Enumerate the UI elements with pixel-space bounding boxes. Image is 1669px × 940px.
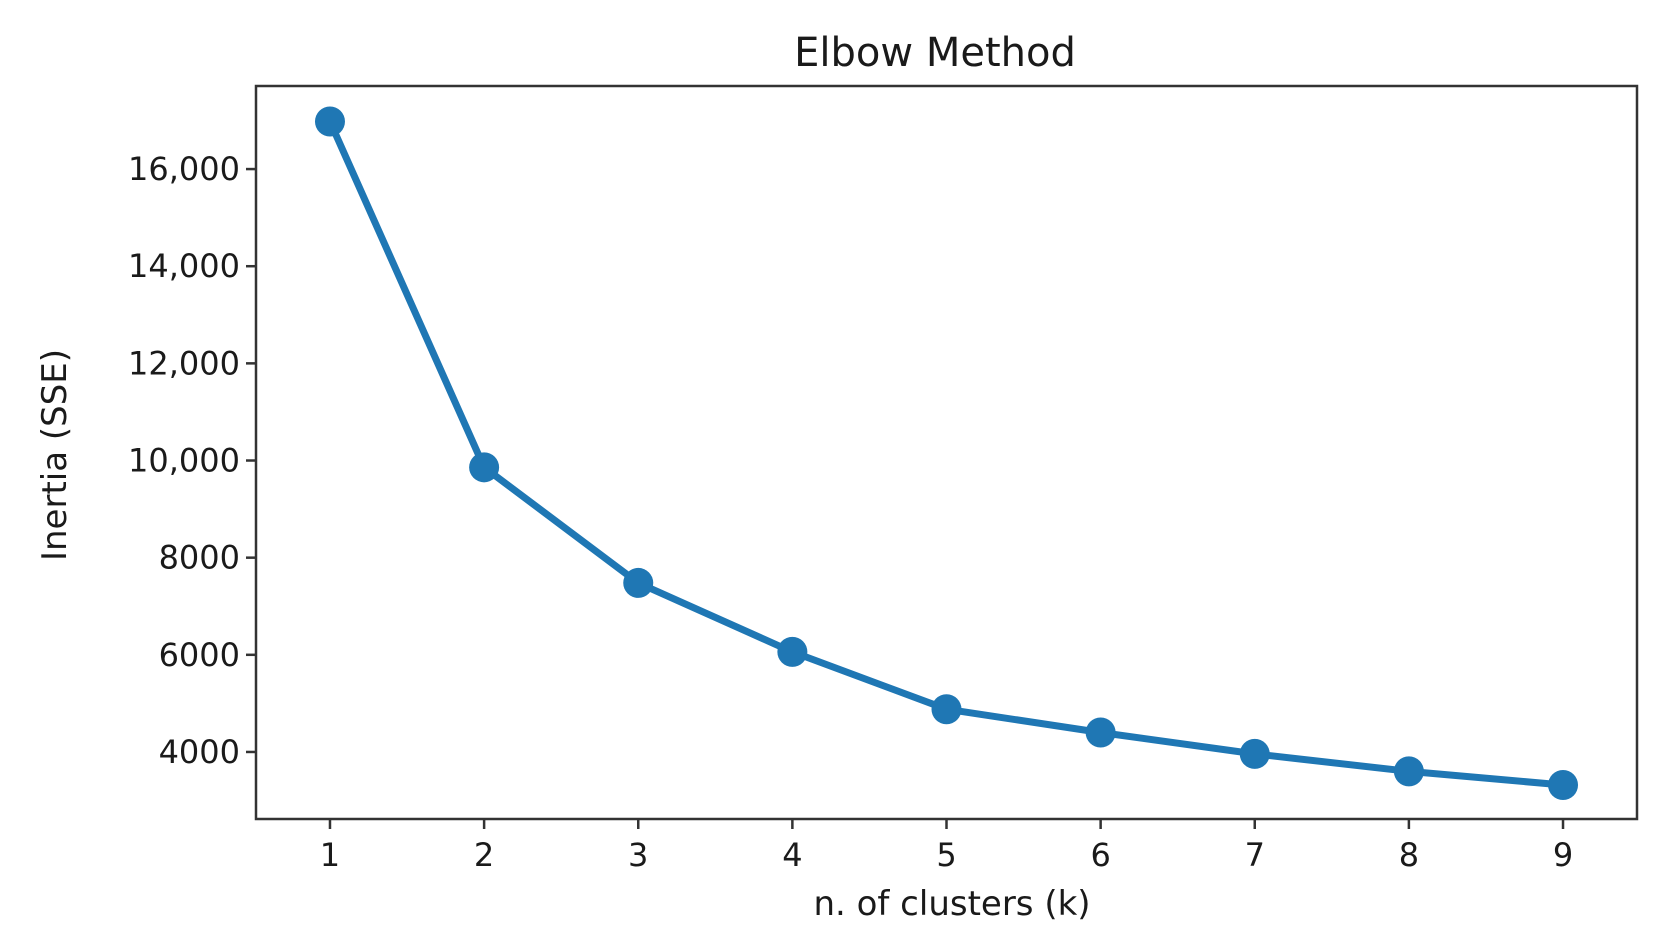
x-tick-label-2: 2: [474, 836, 494, 874]
data-points: [314, 106, 1579, 800]
x-tick-label-9: 9: [1553, 836, 1573, 874]
chart-title: Elbow Method: [794, 30, 1076, 76]
y-tick-label-14000: 14,000: [128, 247, 240, 285]
data-point-k9: [1548, 769, 1579, 800]
x-tick-label-7: 7: [1245, 836, 1265, 874]
y-tick-label-4000: 4000: [159, 733, 240, 771]
data-point-k5: [931, 694, 962, 725]
x-tick-label-3: 3: [628, 836, 648, 874]
x-tick-label-6: 6: [1090, 836, 1110, 874]
data-point-k7: [1239, 738, 1270, 769]
data-point-k8: [1393, 756, 1424, 787]
x-tick-label-5: 5: [936, 836, 956, 874]
x-tick-label-4: 4: [782, 836, 802, 874]
y-tick-label-12000: 12,000: [128, 344, 240, 382]
series-line: [326, 118, 1567, 789]
data-point-k2: [469, 452, 500, 483]
data-point-k3: [623, 567, 654, 598]
data-point-k1: [314, 106, 345, 137]
x-tick-label-1: 1: [320, 836, 340, 874]
y-tick-label-8000: 8000: [159, 539, 240, 577]
data-point-k6: [1085, 717, 1116, 748]
x-tick-label-8: 8: [1399, 836, 1419, 874]
y-axis-label: Inertia (SSE): [35, 349, 75, 561]
y-tick-label-16000: 16,000: [128, 150, 240, 188]
y-tick-label-10000: 10,000: [128, 442, 240, 480]
y-axis: 4000 6000 8000 10,000 12,000 14,000 16,000: [128, 150, 256, 771]
data-point-k4: [777, 636, 808, 667]
y-tick-label-6000: 6000: [159, 636, 240, 674]
x-axis: 1 2 3 4 5 6 7 8 9: [320, 819, 1573, 874]
x-axis-label: n. of clusters (k): [813, 884, 1090, 924]
